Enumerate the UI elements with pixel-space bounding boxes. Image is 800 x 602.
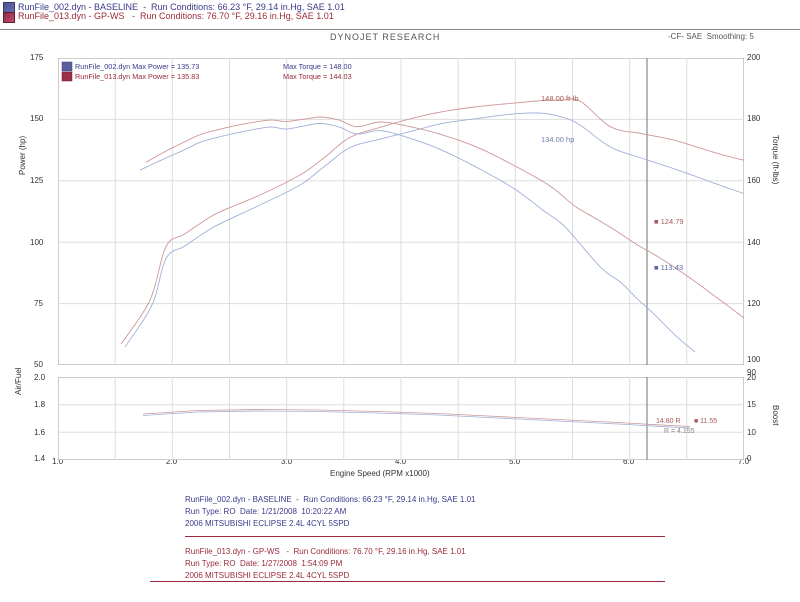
svg-text:■ 11.55: ■ 11.55 (694, 418, 717, 425)
svg-text:■ 124.79: ■ 124.79 (654, 217, 684, 226)
svg-text:Max Torque = 144.03: Max Torque = 144.03 (283, 72, 352, 81)
svg-text:148.00 ft-lb: 148.00 ft-lb (541, 94, 579, 103)
svg-text:■ 113.43: ■ 113.43 (654, 263, 683, 272)
svg-text:134.00 hp: 134.00 hp (541, 135, 574, 144)
svg-text:14.80 R: 14.80 R (656, 418, 681, 425)
svg-text:RunFile_013.dyn Max Power = 13: RunFile_013.dyn Max Power = 135.83 (75, 72, 199, 81)
svg-text:Max Torque = 148.00: Max Torque = 148.00 (283, 62, 352, 71)
svg-text:R = 4.155: R = 4.155 (664, 428, 695, 435)
svg-text:RunFile_002.dyn Max Power = 13: RunFile_002.dyn Max Power = 135.73 (75, 62, 199, 71)
